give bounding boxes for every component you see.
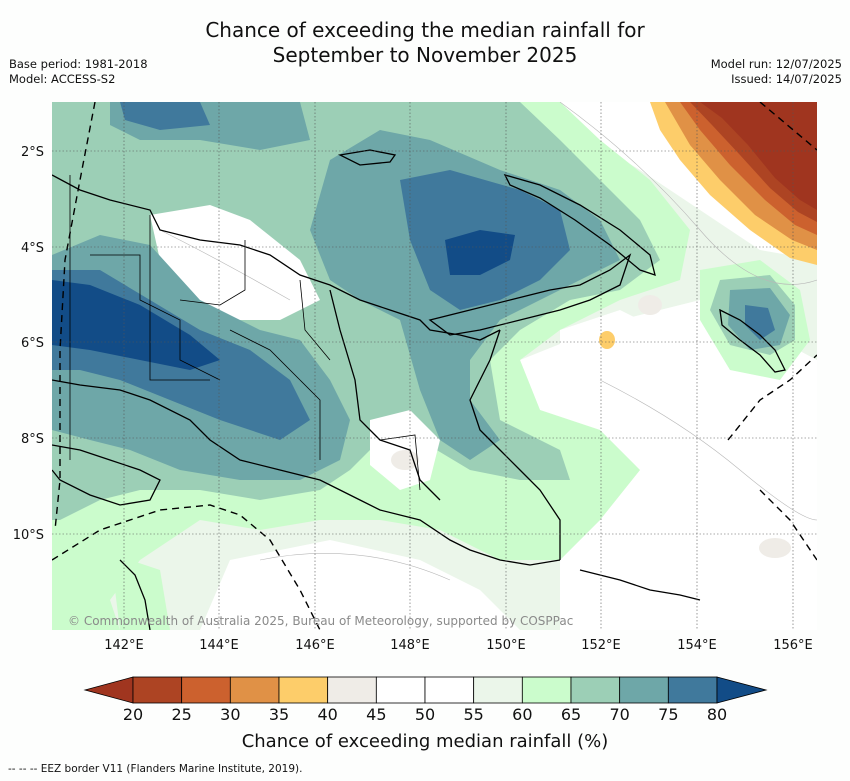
latitude-labels: 2°S 4°S 6°S 8°S 10°S — [13, 145, 44, 543]
lon-label-146e: 146°E — [295, 638, 335, 653]
colorbar-cell — [132, 676, 183, 704]
colorbar-cell — [181, 676, 231, 704]
colorbar-cell — [473, 676, 523, 704]
lat-label-8s: 8°S — [21, 432, 44, 447]
colorbar-tick-label: 75 — [658, 705, 678, 724]
meta-left: Base period: 1981-2018 Model: ACCESS-S2 — [9, 57, 148, 87]
colorbar-tick-label: 80 — [707, 705, 727, 724]
eez-footnote: -- -- -- EEZ border V11 (Flanders Marine… — [8, 763, 303, 775]
copyright-text: © Commonwealth of Australia 2025, Bureau… — [68, 614, 574, 628]
colorbar-cell — [278, 676, 329, 704]
dry-patch-east — [599, 331, 615, 349]
colorbar-cell — [570, 676, 621, 704]
colorbar-cell — [521, 676, 572, 704]
darkest-blue-zone-central — [445, 230, 515, 275]
coastlines — [52, 149, 786, 630]
colorbar-tick-label: 25 — [171, 705, 191, 724]
rainfall-map — [52, 102, 817, 630]
colorbar-cell — [327, 676, 377, 704]
darkest-blue-zone-west — [52, 280, 220, 370]
blue-zone-north — [120, 102, 210, 130]
white-zone-south — [200, 540, 520, 630]
colorbar-tick-label: 70 — [609, 705, 629, 724]
colorbar-cell — [619, 676, 669, 704]
neutral-patch-1 — [638, 295, 662, 315]
white-zone-se — [520, 300, 817, 630]
dry-band-under — [700, 102, 817, 210]
base-period-text: Base period: 1981-2018 — [9, 57, 148, 71]
colorbar-over-arrow — [716, 676, 768, 704]
neutral-patch-3 — [391, 450, 419, 470]
province-borders — [69, 175, 421, 491]
title-line-2: September to November 2025 — [272, 43, 578, 67]
eez-borders — [52, 102, 817, 630]
colorbar-tick-label: 50 — [415, 705, 435, 724]
lat-label-10s: 10°S — [13, 528, 44, 543]
map-title: Chance of exceeding the median rainfall … — [0, 18, 850, 68]
colorbar-tick-labels: 20 25 30 35 40 45 50 55 60 65 70 75 80 — [123, 705, 727, 724]
colorbar-cell — [229, 676, 280, 704]
title-line-1: Chance of exceeding the median rainfall … — [205, 18, 645, 42]
meta-right: Model run: 12/07/2025 Issued: 14/07/2025 — [711, 57, 842, 87]
colorbar: 20 25 30 35 40 45 50 55 60 65 70 75 80 Chance of exc… — [83, 676, 768, 752]
blue-zone-east — [745, 305, 775, 340]
longitude-labels: 142°E 144°E 146°E 148°E 150°E 152°E 154°… — [104, 638, 813, 653]
colorbar-cell — [667, 676, 718, 704]
issued-text: Issued: 14/07/2025 — [731, 72, 842, 86]
lon-label-152e: 152°E — [581, 638, 621, 653]
colorbar-tick-label: 40 — [317, 705, 337, 724]
lon-label-148e: 148°E — [390, 638, 430, 653]
colorbar-tick-label: 45 — [366, 705, 386, 724]
gridlines — [52, 102, 817, 630]
colorbar-tick-label: 30 — [220, 705, 240, 724]
lat-label-2s: 2°S — [21, 145, 44, 160]
colorbar-tick-label: 35 — [269, 705, 289, 724]
colorbar-under-arrow — [83, 676, 134, 704]
lon-label-156e: 156°E — [773, 638, 813, 653]
lon-label-142e: 142°E — [104, 638, 144, 653]
lon-label-150e: 150°E — [486, 638, 526, 653]
contour-lines — [159, 102, 817, 581]
colorbar-cells — [132, 676, 718, 704]
lon-label-144e: 144°E — [199, 638, 239, 653]
colorbar-cell — [375, 676, 426, 704]
neutral-patch-2 — [759, 538, 791, 558]
colorbar-tick-label: 20 — [123, 705, 143, 724]
colorbar-title: Chance of exceeding median rainfall (%) — [242, 731, 609, 752]
model-run-text: Model run: 12/07/2025 — [710, 57, 842, 71]
colorbar-tick-label: 65 — [561, 705, 581, 724]
white-pocket-west — [150, 205, 320, 320]
colorbar-tick-label: 55 — [463, 705, 483, 724]
lat-label-4s: 4°S — [21, 241, 44, 256]
colorbar-tick-label: 60 — [512, 705, 532, 724]
lon-label-154e: 154°E — [677, 638, 717, 653]
lat-label-6s: 6°S — [21, 336, 44, 351]
model-text: Model: ACCESS-S2 — [9, 72, 116, 86]
colorbar-cell — [424, 676, 475, 704]
